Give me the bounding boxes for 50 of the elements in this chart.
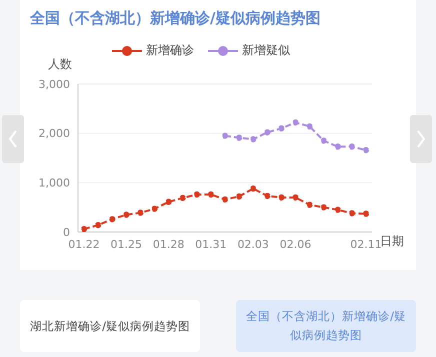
point <box>151 206 158 212</box>
legend-label: 新增疑似 <box>241 42 290 59</box>
point <box>348 144 355 150</box>
x-tick-label: 02.03 <box>237 238 269 251</box>
point <box>334 144 341 150</box>
y-tick-label: 1,000 <box>38 176 70 190</box>
point <box>292 194 299 201</box>
x-tick-label: 02.11 <box>350 238 382 251</box>
x-tick-label: 01.25 <box>110 238 142 251</box>
legend-label: 新增确诊 <box>145 42 194 59</box>
y-tick-label: 0 <box>63 226 70 239</box>
point <box>278 194 284 201</box>
x-tick-label: 02.06 <box>280 238 312 251</box>
point <box>208 191 214 198</box>
point <box>362 147 370 154</box>
y-axis-title: 人数 <box>48 56 72 73</box>
point <box>292 119 299 126</box>
point <box>320 204 327 210</box>
point <box>137 210 144 216</box>
text: 全国（不含湖北）新增确诊/疑似病例趋势图 <box>236 300 416 352</box>
x-tick-label: 01.31 <box>195 238 227 251</box>
point <box>306 123 313 130</box>
point <box>109 216 116 222</box>
point <box>236 134 242 141</box>
point <box>95 222 102 228</box>
point <box>348 210 355 216</box>
point <box>334 206 341 213</box>
point <box>123 212 130 218</box>
y-tick-label: 2,000 <box>38 127 70 140</box>
text: 湖北新增确诊/疑似病例趋势图 <box>20 300 200 352</box>
x-tick-label: 01.28 <box>152 238 184 251</box>
point <box>236 193 242 200</box>
point <box>180 194 186 202</box>
chart-title: 全国（不含湖北）新增确诊/疑似病例趋势图 <box>30 9 320 28</box>
point <box>222 132 228 139</box>
point <box>194 191 200 198</box>
point <box>264 192 270 200</box>
point <box>250 136 256 142</box>
point <box>306 202 313 208</box>
y-tick-label: 3,000 <box>38 78 70 91</box>
point <box>80 226 88 232</box>
point <box>362 210 370 217</box>
point <box>320 138 327 144</box>
point <box>264 129 270 136</box>
x-tick-label: 01.22 <box>68 238 100 251</box>
point <box>250 185 256 192</box>
point <box>166 198 172 206</box>
x-axis-title: 日期 <box>380 233 404 248</box>
point <box>278 125 284 132</box>
point <box>222 196 228 203</box>
